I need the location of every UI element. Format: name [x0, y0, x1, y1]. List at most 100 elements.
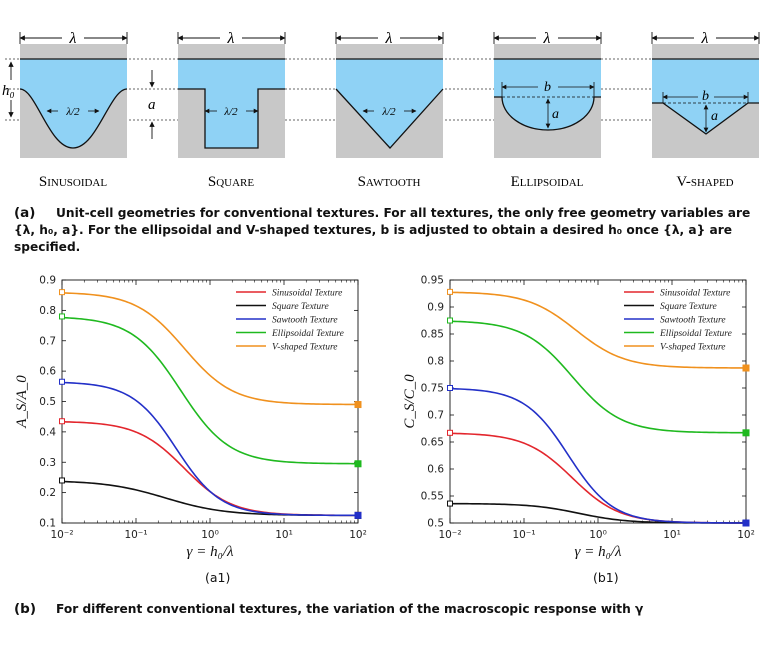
y-tick-label: 0.95 — [421, 275, 444, 287]
x-tick-label: 10⁻¹ — [124, 529, 147, 541]
a-label: a — [711, 109, 718, 124]
y-tick-label: 0.9 — [39, 275, 56, 287]
y-axis-label: A_S/A_0 — [14, 375, 30, 429]
y-tick-label: 0.9 — [427, 302, 444, 314]
legend-entry: Sawtooth Texture — [660, 316, 726, 326]
texture-label-sawtooth: Sawtooth — [358, 174, 421, 190]
texture-label-square: Square — [208, 174, 255, 190]
lambda-label: λ — [69, 30, 77, 47]
legend-entry: V-shaped Texture — [660, 343, 726, 353]
v-shaped-cell — [652, 44, 759, 158]
series-line — [449, 320, 747, 434]
series-line — [449, 432, 747, 524]
half-lambda-label: λ/2 — [65, 106, 80, 118]
legend-entry: V-shaped Texture — [272, 343, 338, 353]
y-tick-label: 0.5 — [39, 396, 56, 408]
series-end-marker — [354, 401, 362, 409]
square-cell — [178, 44, 285, 158]
lambda-label: λ — [701, 30, 709, 47]
y-tick-label: 0.2 — [39, 487, 56, 499]
b-label: b — [544, 80, 551, 95]
series-start-marker — [447, 429, 453, 436]
legend-entry: Sinusoidal Texture — [272, 289, 342, 299]
series-end-marker — [742, 364, 750, 372]
x-tick-label: 10⁻¹ — [512, 529, 535, 541]
wavelength-labels: λ λ λ λ λ — [69, 30, 709, 47]
v-shaped-dimensions — [662, 92, 749, 133]
y-tick-label: 0.7 — [39, 335, 56, 347]
a-label: a — [552, 107, 559, 122]
texture-label-ellipsoidal: Ellipsoidal — [511, 174, 584, 190]
texture-label-sinusoidal: Sinusoidal — [39, 174, 108, 190]
chart-area-fraction: 0.1 0.2 0.3 0.4 0.5 0.6 0.7 0.8 0.9 10⁻² 10⁻¹ 10⁰ 10… — [0, 268, 380, 561]
caption-a-letter: (a) — [14, 205, 36, 221]
chart-b-svg: 0.5 0.55 0.6 0.65 0.7 0.75 0.8 0.85 0.9 0.95 10⁻² 1… — [402, 275, 755, 561]
y-tick-label: 0.6 — [39, 366, 56, 378]
sawtooth-cell — [335, 44, 444, 158]
ellipsoidal-cell — [494, 44, 601, 158]
y-tick-label: 0.7 — [427, 410, 444, 422]
legend-entry: Ellipsoidal Texture — [271, 329, 344, 339]
wavelength-arrows — [19, 32, 760, 44]
caption-b-letter: (b) — [14, 601, 37, 617]
lambda-label: λ — [227, 30, 235, 47]
subfigure-label-b1: (b1) — [593, 570, 619, 585]
series-start-marker — [59, 313, 65, 320]
caption-b: (b) For different conventional textures, … — [14, 601, 762, 618]
x-axis-label: γ = h₀/λ — [575, 544, 622, 560]
half-lambda-label: λ/2 — [223, 106, 238, 118]
y-tick-label: 0.5 — [427, 518, 444, 530]
series-start-marker — [447, 385, 453, 391]
x-axis-label: γ = h₀/λ — [187, 544, 234, 560]
series-line — [61, 292, 359, 406]
legend-entry: Square Texture — [272, 302, 329, 312]
texture-label-v-shaped: V-shaped — [676, 174, 733, 190]
series-start-marker — [447, 500, 453, 507]
chart-contact-fraction: 0.5 0.55 0.6 0.65 0.7 0.75 0.8 0.85 0.9 0.95 10⁻² 1… — [388, 268, 768, 561]
series-start-marker — [59, 289, 65, 296]
legend-entry: Square Texture — [660, 302, 717, 312]
series-start-marker — [59, 477, 65, 484]
series-end-marker — [354, 511, 362, 519]
x-tick-label: 10⁻² — [438, 529, 461, 541]
lambda-label: λ — [385, 30, 393, 47]
subfigure-label-a1: (a1) — [205, 570, 231, 585]
y-tick-label: 0.55 — [421, 491, 444, 503]
series-line — [61, 316, 359, 465]
a-label: a — [148, 97, 156, 113]
y-tick-label: 0.8 — [39, 305, 56, 317]
lambda-label: λ — [543, 30, 551, 47]
y-tick-label: 0.1 — [39, 518, 56, 530]
x-tick-label: 10¹ — [663, 529, 681, 541]
series-line — [61, 480, 358, 517]
x-tick-label: 10⁰ — [589, 529, 607, 541]
x-tick-label: 10⁻² — [50, 529, 73, 541]
y-tick-label: 0.6 — [427, 464, 444, 476]
x-tick-label: 10⁰ — [201, 529, 219, 541]
y-tick-label: 0.3 — [39, 457, 56, 469]
chart-a-svg: 0.1 0.2 0.3 0.4 0.5 0.6 0.7 0.8 0.9 10⁻² 10⁻¹ 10⁰ 10… — [14, 275, 367, 561]
series-end-marker — [742, 429, 750, 437]
series-line — [61, 420, 358, 517]
y-tick-label: 0.8 — [427, 356, 444, 368]
legend-entry: Ellipsoidal Texture — [659, 329, 732, 339]
sinusoidal-cell — [19, 44, 128, 158]
series-line — [449, 291, 747, 369]
y-tick-label: 0.65 — [421, 437, 444, 449]
y-tick-label: 0.4 — [39, 426, 56, 438]
h0-label: h₀ — [2, 83, 15, 99]
series-end-marker — [354, 460, 362, 468]
x-tick-label: 10¹ — [275, 529, 293, 541]
caption-a: (a) Unit-cell geometries for conventional… — [14, 205, 762, 256]
series-line — [61, 381, 359, 517]
texture-geometry-panel: λ λ λ λ λ h₀ a λ/2 λ/2 λ/2 b a — [2, 30, 760, 190]
half-lambda-label: λ/2 — [381, 106, 396, 118]
x-tick-label: 10² — [349, 529, 367, 541]
series-end-marker — [742, 519, 750, 527]
caption-b-text: For different conventional textures, the… — [56, 602, 644, 616]
series-start-marker — [447, 288, 453, 295]
series-line — [449, 387, 746, 524]
b-label: b — [702, 89, 709, 104]
series-start-marker — [59, 378, 65, 385]
y-tick-label: 0.75 — [421, 383, 444, 395]
